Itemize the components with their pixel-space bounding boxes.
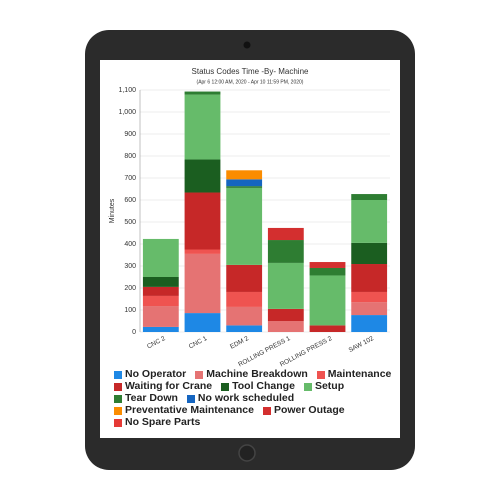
chart-title: Status Codes Time -By- Machine bbox=[192, 67, 309, 76]
legend-swatch bbox=[114, 382, 122, 391]
legend-item: Waiting for Crane bbox=[114, 381, 212, 392]
bar-segment bbox=[267, 227, 304, 241]
bar-segment bbox=[226, 187, 263, 265]
bar-segment bbox=[142, 295, 179, 307]
legend-swatch bbox=[186, 394, 195, 403]
y-tick-label: 700 bbox=[124, 175, 136, 182]
bar-segment bbox=[226, 291, 263, 307]
legend-label: Tool Change bbox=[232, 380, 295, 392]
camera bbox=[243, 41, 251, 49]
bar-segment bbox=[184, 249, 221, 254]
legend-label: No Spare Parts bbox=[125, 416, 201, 428]
bar-segment bbox=[309, 275, 346, 326]
legend-label: Waiting for Crane bbox=[125, 380, 213, 392]
bar-segment bbox=[267, 308, 304, 321]
legend-item: No Operator bbox=[114, 369, 186, 380]
legend-swatch bbox=[114, 418, 122, 427]
bar-segment bbox=[351, 302, 388, 316]
home-button bbox=[238, 444, 256, 462]
legend-label: Tear Down bbox=[125, 392, 178, 404]
legend-item: No Spare Parts bbox=[114, 417, 200, 428]
legend-item: Tool Change bbox=[221, 381, 295, 392]
bar-segment bbox=[351, 194, 388, 200]
legend-label: No work scheduled bbox=[197, 392, 295, 404]
bar-segment bbox=[309, 267, 346, 276]
bar-segment bbox=[184, 94, 221, 160]
y-tick-label: 1,000 bbox=[118, 109, 136, 116]
bar-segment bbox=[142, 326, 179, 332]
legend-swatch bbox=[114, 394, 122, 403]
legend-item: Setup bbox=[303, 380, 345, 392]
legend-swatch bbox=[262, 406, 271, 415]
bar-segment bbox=[184, 253, 221, 314]
legend-swatch bbox=[195, 370, 204, 379]
legend-label: Maintenance bbox=[327, 368, 392, 380]
y-tick-label: 400 bbox=[124, 241, 136, 248]
legend-label: Machine Breakdown bbox=[206, 368, 308, 380]
y-tick-label: 900 bbox=[124, 131, 136, 138]
bar-segment bbox=[351, 315, 388, 332]
legend-label: Power Outage bbox=[273, 404, 345, 416]
legend-swatch bbox=[114, 406, 122, 415]
legend-item: Tear Down bbox=[114, 393, 178, 404]
bar-segment bbox=[226, 170, 263, 180]
bar-segment bbox=[309, 325, 346, 332]
legend-item: Maintenance bbox=[316, 368, 392, 380]
bar-segment bbox=[226, 179, 263, 187]
legend-item: Power Outage bbox=[262, 404, 345, 416]
legend-item: No work scheduled bbox=[186, 392, 295, 404]
bar-segment bbox=[309, 262, 346, 268]
bar-segment bbox=[184, 159, 221, 193]
bar-segment bbox=[351, 200, 388, 243]
y-tick-label: 0 bbox=[132, 329, 136, 336]
y-tick-label: 600 bbox=[124, 197, 136, 204]
legend-swatch bbox=[303, 382, 312, 391]
legend: No Operator Machine Breakdown Maintenance W… bbox=[114, 369, 394, 428]
bar-segment bbox=[351, 242, 388, 265]
bar-segment bbox=[142, 306, 179, 327]
bar-segment bbox=[226, 264, 263, 292]
bar-segment bbox=[142, 277, 179, 287]
bar-segment bbox=[267, 321, 304, 332]
legend-swatch bbox=[316, 370, 325, 379]
legend-label: No Operator bbox=[125, 368, 187, 380]
legend-item: Preventative Maintenance bbox=[114, 405, 254, 416]
legend-swatch bbox=[221, 382, 230, 391]
bar-segment bbox=[142, 286, 179, 296]
bar-segment bbox=[184, 91, 221, 95]
bar-segment bbox=[184, 192, 221, 250]
chart-subtitle: (Apr 6 12:00 AM, 2020 - Apr 10 11:59 PM,… bbox=[197, 79, 304, 85]
bar-segment bbox=[226, 325, 263, 332]
bar-segment bbox=[267, 240, 304, 263]
bar-segment bbox=[226, 186, 263, 188]
y-tick-label: 300 bbox=[124, 263, 136, 270]
bar-segment bbox=[142, 238, 179, 277]
y-tick-label: 100 bbox=[124, 307, 136, 314]
y-tick-label: 1,100 bbox=[118, 87, 136, 94]
y-tick-label: 500 bbox=[124, 219, 136, 226]
bar-segment bbox=[184, 313, 221, 332]
y-tick-label: 200 bbox=[124, 285, 136, 292]
bar-segment bbox=[351, 291, 388, 303]
y-tick-label: 800 bbox=[124, 153, 136, 160]
legend-swatch bbox=[114, 370, 122, 379]
legend-label: Preventative Maintenance bbox=[125, 404, 254, 416]
legend-item: Machine Breakdown bbox=[195, 369, 308, 380]
legend-label: Setup bbox=[314, 380, 345, 392]
bar-segment bbox=[267, 262, 304, 309]
y-axis-label: Minutes bbox=[109, 198, 116, 223]
bar-segment bbox=[351, 264, 388, 292]
bar-segment bbox=[226, 306, 263, 326]
